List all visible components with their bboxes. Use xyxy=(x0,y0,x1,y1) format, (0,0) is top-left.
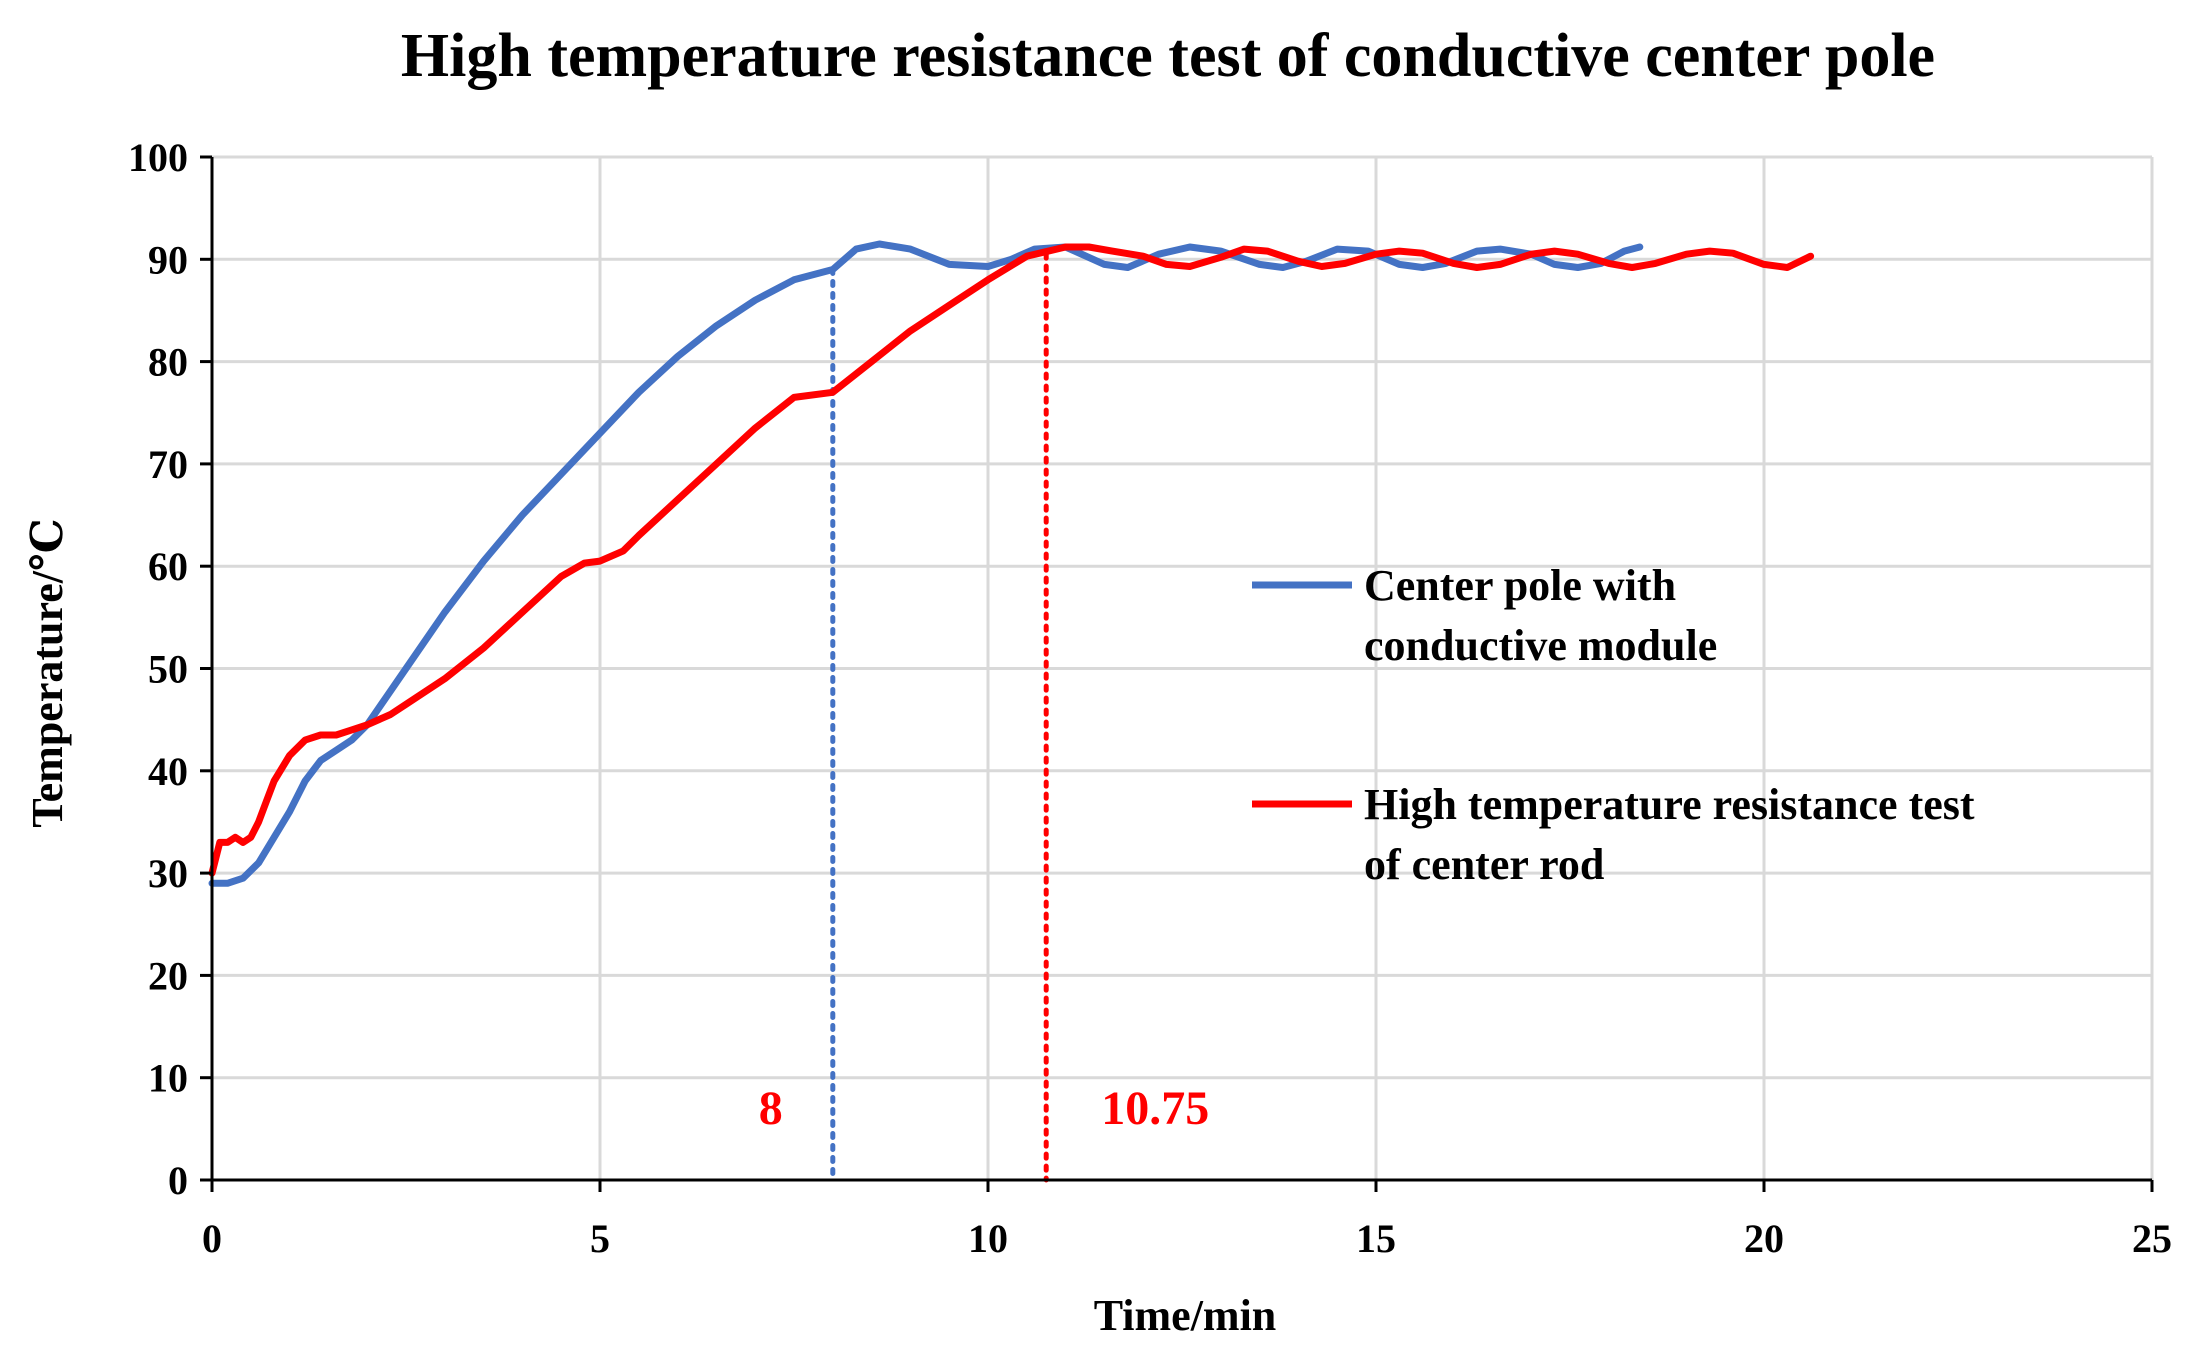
y-tick-label: 30 xyxy=(148,851,188,896)
x-tick-label: 20 xyxy=(1744,1216,1784,1261)
y-tick-label: 80 xyxy=(148,340,188,385)
x-axis-label: Time/min xyxy=(1094,1291,1277,1340)
legend-label: Center pole with xyxy=(1364,561,1676,610)
marker-lines: 8 10.75 xyxy=(759,251,1209,1183)
x-tick-label: 15 xyxy=(1356,1216,1396,1261)
marker-label: 8 xyxy=(759,1082,783,1135)
series-line xyxy=(208,243,1815,877)
legend-label: of center rod xyxy=(1364,840,1604,889)
x-tick-label: 10 xyxy=(968,1216,1008,1261)
chart-title: High temperature resistance test of cond… xyxy=(401,22,1935,90)
x-tick-label: 25 xyxy=(2132,1216,2172,1261)
y-tick-label: 40 xyxy=(148,749,188,794)
y-tick-label: 20 xyxy=(148,953,188,998)
y-tick-label: 60 xyxy=(148,544,188,589)
y-tick-label: 100 xyxy=(128,135,188,180)
axes xyxy=(200,155,2154,1192)
series-line xyxy=(208,240,1644,887)
y-tick-label: 90 xyxy=(148,237,188,282)
y-tick-label: 50 xyxy=(148,647,188,692)
x-tick-label: 0 xyxy=(202,1216,222,1261)
marker-label: 10.75 xyxy=(1101,1082,1209,1135)
series-lines xyxy=(208,240,1815,887)
y-axis-label: Temperature/℃ xyxy=(23,518,72,827)
legend: Center pole with conductive module High te… xyxy=(1252,561,1975,889)
grid xyxy=(212,155,2154,1180)
x-tick-label: 5 xyxy=(590,1216,610,1261)
legend-label: conductive module xyxy=(1364,621,1717,670)
y-tick-label: 0 xyxy=(168,1158,188,1203)
y-tick-label: 10 xyxy=(148,1056,188,1101)
tick-labels: 0 10 20 30 40 50 60 70 80 90 100 0 5 10 15 20 25 xyxy=(128,135,2172,1261)
y-tick-label: 70 xyxy=(148,442,188,487)
legend-label: High temperature resistance test xyxy=(1364,780,1975,829)
